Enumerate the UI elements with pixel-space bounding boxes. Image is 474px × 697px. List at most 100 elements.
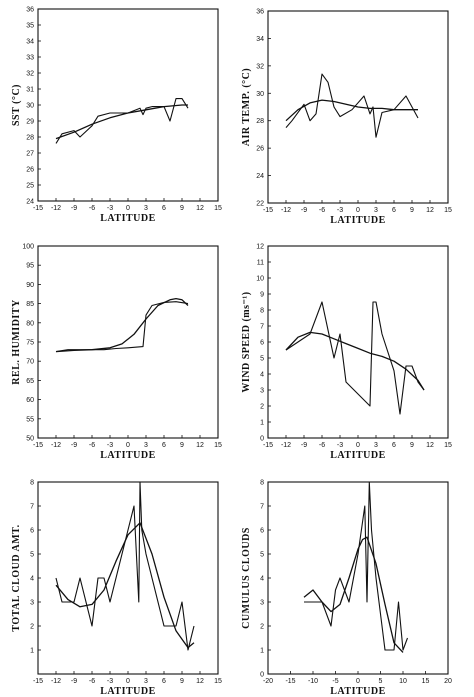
observed-series [285,73,419,138]
x-tick-label: -9 [71,205,77,212]
x-tick-label: 9 [410,207,414,214]
y-tick-label: 4 [260,576,264,583]
y-tick-label: 1 [260,648,264,655]
y-tick-label: 5 [260,552,264,559]
x-tick-label: 12 [426,442,434,449]
x-tick-label: 3 [144,678,148,685]
x-tick-label: 12 [426,207,434,214]
y-tick-label: 5 [260,356,264,363]
y-tick-label: 65 [26,378,34,385]
x-tick-label: -12 [51,678,61,685]
y-tick-label: 6 [260,528,264,535]
x-tick-label: -6 [89,678,95,685]
x-tick-label: -12 [281,207,291,214]
y-tick-label: 0 [260,436,264,443]
x-tick-label: -3 [337,442,343,449]
y-tick-label: 33 [26,55,34,62]
y-tick-label: 24 [26,199,34,206]
x-tick-label: 6 [162,678,166,685]
y-axis-label: CUMULUS CLOUDS [241,527,252,629]
y-tick-label: 7 [260,504,264,511]
plot-frame [37,245,219,439]
y-tick-label: 7 [260,324,264,331]
x-tick-label: -10 [308,678,318,685]
plot-frame [37,8,219,202]
x-tick-label: 3 [374,207,378,214]
x-tick-label: -15 [33,205,43,212]
y-tick-label: 0 [260,672,264,679]
x-tick-label: -3 [107,205,113,212]
fitted-curve [55,297,189,353]
y-axis-label: SST (°C) [11,84,22,126]
x-tick-label: -6 [319,442,325,449]
y-tick-label: 9 [260,292,264,299]
y-tick-label: 36 [26,7,34,14]
y-tick-label: 11 [257,260,264,267]
x-tick-label: -9 [71,678,77,685]
plot-frame [267,245,449,439]
y-tick-label: 5 [30,552,34,559]
y-tick-label: 28 [256,118,264,125]
y-tick-label: 30 [26,103,34,110]
x-axis-label: LATITUDE [330,215,386,226]
x-tick-label: -20 [263,678,273,685]
y-axis-label: AIR TEMP. (°C) [241,68,252,147]
y-tick-label: 12 [256,244,264,251]
y-tick-label: 34 [256,36,264,43]
observed-series [304,481,409,651]
x-tick-label: -6 [89,442,95,449]
y-tick-label: 30 [256,91,264,98]
y-tick-label: 85 [26,301,34,308]
x-tick-label: -6 [319,207,325,214]
y-tick-label: 35 [26,23,34,30]
y-tick-label: 36 [256,9,264,16]
x-tick-label: 9 [410,442,414,449]
x-tick-label: 0 [126,442,130,449]
x-tick-label: -3 [337,207,343,214]
x-tick-label: 0 [126,678,130,685]
y-tick-label: 27 [26,151,34,158]
x-tick-label: -3 [107,442,113,449]
y-tick-label: 95 [26,263,34,270]
fitted-curve [285,331,425,391]
x-tick-label: -12 [51,205,61,212]
y-tick-label: 75 [26,340,34,347]
panel-sst: -15 -12 -9 -6 -3 0 3 6 9 12 1524252627282930313233… [11,7,222,225]
y-tick-label: 34 [26,39,34,46]
observed-series [55,481,195,651]
plot-frame [267,481,449,675]
x-tick-label: 15 [444,442,452,449]
y-tick-label: 8 [30,480,34,487]
x-tick-label: 0 [356,442,360,449]
x-axis-label: LATITUDE [330,450,386,461]
y-tick-label: 4 [260,372,264,379]
x-tick-label: 15 [214,205,222,212]
y-tick-label: 32 [26,71,34,78]
y-tick-label: 8 [260,308,264,315]
fitted-curve [303,536,404,653]
y-tick-label: 90 [26,282,34,289]
x-tick-label: -9 [71,442,77,449]
y-tick-label: 60 [26,397,34,404]
fitted-curve [55,104,188,140]
x-tick-label: -12 [281,442,291,449]
fitted-curve [285,99,418,122]
y-tick-label: 6 [30,528,34,535]
x-tick-label: -15 [263,207,273,214]
x-axis-label: LATITUDE [100,450,156,461]
x-tick-label: -6 [89,205,95,212]
y-tick-label: 3 [260,388,264,395]
x-tick-label: 5 [379,678,383,685]
x-tick-label: -9 [301,207,307,214]
y-tick-label: 7 [30,504,34,511]
panel-total-cloud: -15 -12 -9 -6 -3 0 3 6 9 12 1512345678LATITUDETOTA… [11,480,222,697]
x-tick-label: 3 [374,442,378,449]
x-tick-label: -15 [33,442,43,449]
x-tick-label: -15 [285,678,295,685]
x-tick-label: -9 [301,442,307,449]
x-tick-label: 0 [356,207,360,214]
x-tick-label: 9 [180,205,184,212]
x-tick-label: 9 [180,442,184,449]
x-axis-label: LATITUDE [330,686,386,697]
